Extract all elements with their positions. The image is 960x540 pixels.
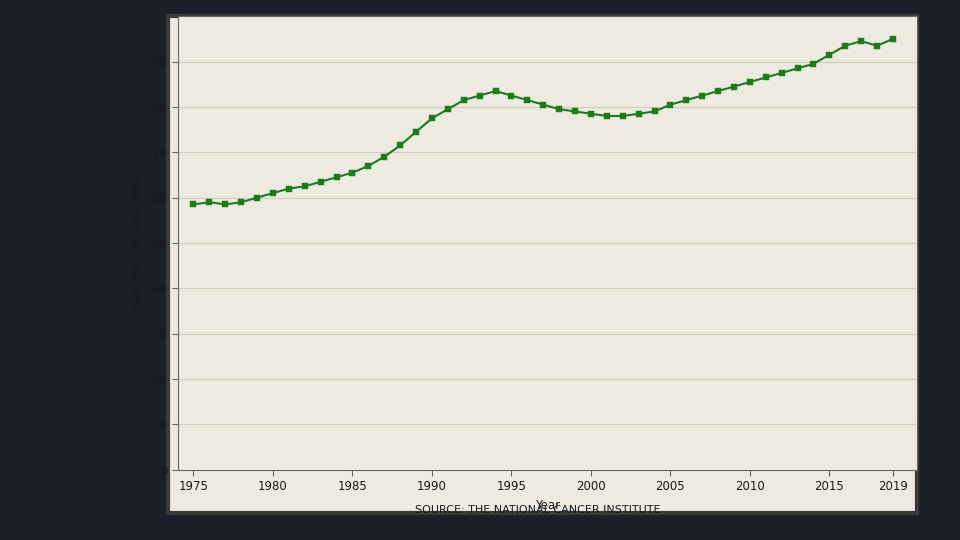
Text: SOURCE: THE NATIONAL CANCER INSTITUTE: SOURCE: THE NATIONAL CANCER INSTITUTE: [415, 505, 660, 515]
X-axis label: Year: Year: [535, 499, 560, 512]
Y-axis label: Rate Per 100,000 AYAs: Rate Per 100,000 AYAs: [131, 177, 144, 309]
